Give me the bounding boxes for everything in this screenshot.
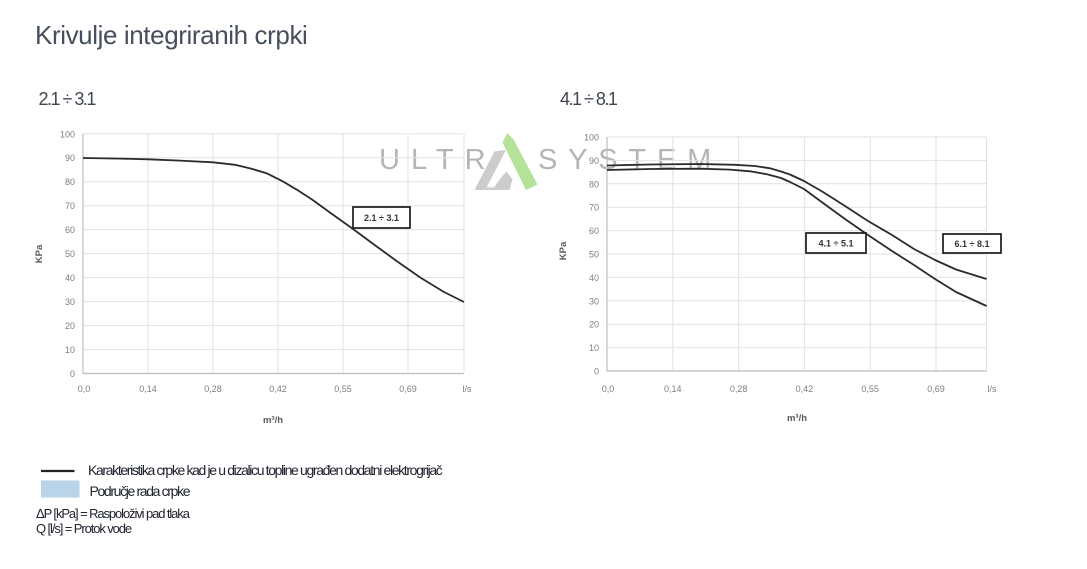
svg-text:0,69: 0,69 <box>399 384 417 394</box>
svg-text:6.1 ÷ 8.1: 6.1 ÷ 8.1 <box>955 239 990 249</box>
svg-text:l/s: l/s <box>988 384 998 394</box>
svg-text:60: 60 <box>65 225 75 235</box>
svg-text:100: 100 <box>584 133 599 143</box>
svg-text:20: 20 <box>589 320 599 330</box>
svg-text:KPa: KPa <box>34 244 45 263</box>
svg-text:20: 20 <box>65 321 75 331</box>
svg-text:80: 80 <box>65 177 75 187</box>
svg-text:10: 10 <box>65 345 75 355</box>
svg-text:70: 70 <box>589 203 599 213</box>
svg-text:4.1 ÷ 5.1: 4.1 ÷ 5.1 <box>819 239 854 249</box>
svg-text:KPa: KPa <box>558 241 569 260</box>
svg-text:0,42: 0,42 <box>269 384 287 394</box>
svg-text:0,28: 0,28 <box>204 384 222 394</box>
svg-text:0,14: 0,14 <box>664 384 682 394</box>
svg-text:90: 90 <box>589 156 599 166</box>
svg-text:50: 50 <box>65 249 75 259</box>
svg-text:50: 50 <box>589 250 599 260</box>
svg-text:10: 10 <box>589 343 599 353</box>
svg-text:2.1 ÷ 3.1: 2.1 ÷ 3.1 <box>364 213 399 223</box>
svg-text:0,0: 0,0 <box>602 384 615 394</box>
svg-text:40: 40 <box>65 273 75 283</box>
svg-text:ULTR: ULTR <box>379 144 497 176</box>
svg-text:l/s: l/s <box>463 384 473 394</box>
svg-text:70: 70 <box>65 201 75 211</box>
svg-text:0,69: 0,69 <box>927 384 945 394</box>
svg-text:100: 100 <box>60 129 75 139</box>
svg-text:30: 30 <box>65 297 75 307</box>
svg-text:0: 0 <box>594 367 599 377</box>
svg-text:m³/h: m³/h <box>263 415 283 426</box>
svg-text:m³/h: m³/h <box>787 413 807 424</box>
svg-text:40: 40 <box>589 273 599 283</box>
svg-text:0: 0 <box>70 369 75 379</box>
svg-text:90: 90 <box>65 153 75 163</box>
svg-text:0,55: 0,55 <box>334 384 352 394</box>
svg-text:0,0: 0,0 <box>78 384 91 394</box>
svg-text:0,55: 0,55 <box>861 384 879 394</box>
svg-text:0,42: 0,42 <box>796 384 814 394</box>
svg-text:0,14: 0,14 <box>139 384 157 394</box>
svg-text:0,28: 0,28 <box>730 384 748 394</box>
svg-text:80: 80 <box>589 179 599 189</box>
svg-text:60: 60 <box>589 226 599 236</box>
svg-text:30: 30 <box>589 296 599 306</box>
